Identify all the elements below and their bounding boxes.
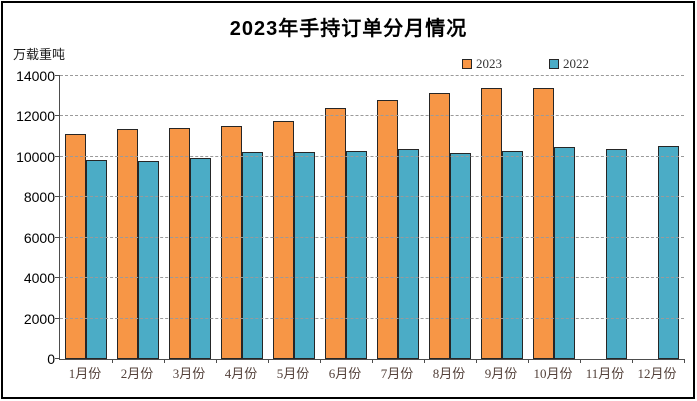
bar-group-6月份 [320, 76, 373, 363]
x-axis-label-8月份: 8月份 [432, 366, 466, 381]
gridline-14000 [60, 75, 684, 76]
gridline-2000 [60, 317, 684, 319]
legend-label-2023: 2023 [476, 56, 502, 71]
bar-group-10月份 [528, 76, 581, 363]
bar-group-12月份 [632, 76, 685, 363]
bar-2022-7月份 [398, 149, 419, 359]
x-axis-labels: 1月份 2月份 3月份 4月份 5月份 6月份 7月份 8月份 9月份 10月份 11月份 12月份 [59, 363, 683, 382]
bar-2023-4月份 [221, 126, 242, 359]
plot-area: 0 2000 4000 6000 8000 10000 12000 14000 [16, 68, 685, 367]
y-axis-label-0: 0 [47, 351, 55, 367]
y-axis-tick-10000 [55, 155, 60, 157]
bar-2022-4月份 [242, 151, 263, 359]
bar-group-9月份 [476, 76, 529, 363]
y-axis-tick-8000 [55, 196, 60, 198]
x-axis-tick-3 [216, 359, 217, 363]
gridline-12000 [60, 115, 684, 117]
x-axis-tick-1 [112, 359, 113, 363]
bar-2023-5月份 [273, 120, 294, 359]
x-axis-tick-6 [372, 359, 373, 363]
gridline-4000 [60, 277, 684, 279]
bar-group-2月份 [112, 76, 165, 363]
x-axis-tick-5 [320, 359, 321, 363]
legend-swatch-2022 [549, 59, 559, 69]
bar-2022-6月份 [346, 151, 367, 359]
x-axis-tick-9 [528, 359, 529, 363]
x-axis-label-3月份: 3月份 [172, 366, 206, 381]
y-axis-tick-0 [55, 358, 60, 359]
bar-2023-6月份 [325, 108, 346, 359]
bar-2022-8月份 [450, 152, 471, 359]
x-axis-label-4月份: 4月份 [224, 366, 258, 381]
bar-2022-2月份 [138, 160, 159, 359]
bar-2022-3月份 [190, 157, 211, 359]
y-axis-tick-12000 [55, 115, 60, 117]
y-axis-label-2000: 2000 [23, 310, 55, 327]
x-axis-label-10月份: 10月份 [533, 366, 573, 381]
x-axis-tick-8 [476, 359, 477, 363]
bar-2023-2月份 [117, 128, 138, 359]
bar-groups [60, 76, 685, 363]
bar-2022-10月份 [554, 147, 575, 359]
bar-2022-12月份 [658, 145, 679, 359]
y-axis-label-8000: 8000 [23, 189, 55, 206]
legend-item-2022: 2022 [549, 56, 589, 72]
bar-2023-7月份 [377, 100, 398, 359]
y-axis-tick-4000 [55, 277, 60, 279]
bar-2022-9月份 [502, 151, 523, 359]
x-axis-label-6月份: 6月份 [328, 366, 362, 381]
x-axis-tick-2 [164, 359, 165, 363]
bar-group-4月份 [216, 76, 269, 363]
bar-group-1月份 [60, 76, 113, 363]
gridline-6000 [60, 236, 684, 238]
y-axis-label-12000: 12000 [16, 108, 55, 125]
x-axis-label-2月份: 2月份 [120, 366, 154, 381]
bar-2022-11月份 [606, 148, 627, 359]
x-axis-tick-12 [684, 359, 685, 363]
legend: 2023 2022 [462, 56, 589, 72]
bar-group-5月份 [268, 76, 321, 363]
y-axis-tick-6000 [55, 236, 60, 238]
bar-group-3月份 [164, 76, 217, 363]
bar-2023-3月份 [169, 127, 190, 359]
chart-title: 2023年手持订单分月情况 [229, 18, 468, 40]
gridline-10000 [60, 155, 684, 157]
x-axis-label-7月份: 7月份 [380, 366, 414, 381]
x-axis-tick-7 [424, 359, 425, 363]
bar-group-8月份 [424, 76, 477, 363]
y-axis-label-6000: 6000 [23, 229, 55, 246]
gridline-8000 [60, 196, 684, 198]
x-axis-tick-11 [632, 359, 633, 363]
x-axis-tick-10 [580, 359, 581, 363]
y-axis-label-4000: 4000 [23, 270, 55, 287]
legend-swatch-2023 [462, 59, 472, 69]
bar-2023-8月份 [429, 93, 450, 359]
bar-2022-1月份 [86, 159, 107, 359]
x-axis-label-5月份: 5月份 [276, 366, 310, 381]
x-axis-label-12月份: 12月份 [637, 366, 677, 381]
y-axis-tick-2000 [55, 317, 60, 319]
y-axis-tick-14000 [55, 75, 60, 76]
x-axis-label-11月份: 11月份 [585, 366, 625, 381]
y-axis-label-14000: 14000 [16, 68, 55, 84]
x-axis-tick-4 [268, 359, 269, 363]
y-axis-label-10000: 10000 [16, 148, 55, 165]
x-axis-label-9月份: 9月份 [484, 366, 518, 381]
bar-group-11月份 [580, 76, 633, 363]
bar-group-7月份 [372, 76, 425, 363]
bar-2022-5月份 [294, 152, 315, 359]
y-axis-unit-label: 万载重吨 [13, 47, 66, 62]
legend-label-2022: 2022 [563, 56, 589, 71]
x-axis-label-1月份: 1月份 [68, 366, 102, 381]
legend-item-2023: 2023 [462, 56, 502, 72]
bar-2023-1月份 [65, 133, 86, 359]
